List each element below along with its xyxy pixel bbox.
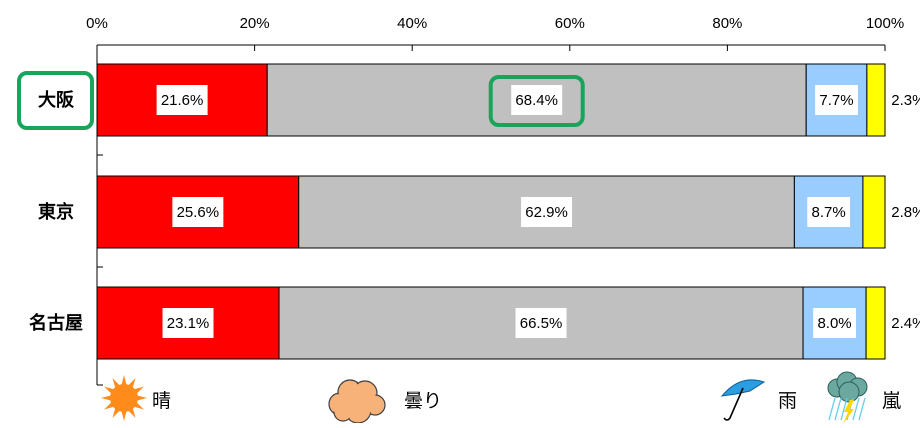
x-tick-label: 0% xyxy=(86,15,108,32)
data-label-box xyxy=(156,85,208,115)
bar-segment-3-0 xyxy=(866,63,886,137)
data-label: 2.8% xyxy=(891,204,920,221)
data-label-box xyxy=(515,308,567,338)
legend-item-umbrella: 雨 xyxy=(720,379,797,421)
x-tick-label: 60% xyxy=(555,15,585,32)
sun-ray xyxy=(136,395,147,401)
storm-rain xyxy=(858,397,866,421)
data-label-box xyxy=(521,197,573,227)
storm-cloud-puff xyxy=(838,381,860,403)
data-label: 62.9% xyxy=(525,204,568,221)
legend-item-storm: 嵐 xyxy=(827,371,901,424)
sun-disc xyxy=(110,384,138,412)
legend-label: 晴 xyxy=(152,390,171,412)
data-label: 8.0% xyxy=(817,315,851,332)
storm-rain xyxy=(828,397,836,421)
cloud-icon xyxy=(328,379,386,424)
storm-rain xyxy=(834,397,842,421)
x-tick-label: 20% xyxy=(240,15,270,32)
data-label: 68.4% xyxy=(515,92,558,109)
legend-item-sun: 晴 xyxy=(101,375,171,421)
category-label: 東京 xyxy=(38,201,74,222)
data-label-box xyxy=(172,197,224,227)
data-label-box xyxy=(887,197,920,227)
sun-icon xyxy=(101,375,147,421)
cloud-fill xyxy=(335,404,351,420)
data-label: 23.1% xyxy=(167,315,210,332)
data-label-box xyxy=(887,308,920,338)
data-label-box xyxy=(807,197,851,227)
x-tick-label: 40% xyxy=(397,15,427,32)
cloud-fill xyxy=(346,398,370,422)
data-label-box xyxy=(511,85,563,115)
bars xyxy=(96,63,886,360)
data-label: 21.6% xyxy=(161,92,204,109)
storm-rain xyxy=(852,397,860,421)
category-label: 大阪 xyxy=(38,89,75,110)
data-label: 8.7% xyxy=(812,204,846,221)
storm-rain xyxy=(840,397,848,421)
sun-ray xyxy=(121,410,127,421)
data-label-box xyxy=(815,85,858,115)
legend-label: 雨 xyxy=(778,391,797,412)
data-label-box xyxy=(162,308,214,338)
x-tick-label: 80% xyxy=(712,15,742,32)
value-highlight-box xyxy=(488,75,585,127)
storm-lightning xyxy=(843,400,854,424)
umbrella-icon xyxy=(720,379,766,421)
data-label-box xyxy=(887,85,920,115)
sun-ray xyxy=(121,375,127,386)
data-labels: 21.6% 68.4% 7.7% 2.3% 25.6% 62.9% 8.7% 2.8% 23.1… xyxy=(156,75,920,338)
umbrella-handle xyxy=(723,387,744,421)
legend: 晴 曇り 雨 嵐 xyxy=(101,371,901,424)
umbrella-canopy xyxy=(720,379,766,397)
x-tick-label: 100% xyxy=(866,15,904,32)
data-label: 7.7% xyxy=(819,92,853,109)
data-label: 2.3% xyxy=(891,92,920,109)
legend-item-cloud: 曇り xyxy=(328,379,442,424)
sun-ray xyxy=(101,395,112,401)
storm-icon xyxy=(827,371,868,424)
bar-segment-3-2 xyxy=(865,286,886,360)
category-highlight-box xyxy=(17,71,94,130)
legend-label: 嵐 xyxy=(882,390,901,412)
data-label-box xyxy=(813,308,856,338)
data-label: 2.4% xyxy=(891,315,920,332)
cloud-fill xyxy=(366,396,384,414)
data-label: 66.5% xyxy=(520,315,563,332)
category-label: 名古屋 xyxy=(29,312,83,333)
legend-label: 曇り xyxy=(404,391,442,412)
data-label: 25.6% xyxy=(177,204,220,221)
bar-segment-3-1 xyxy=(862,175,886,249)
